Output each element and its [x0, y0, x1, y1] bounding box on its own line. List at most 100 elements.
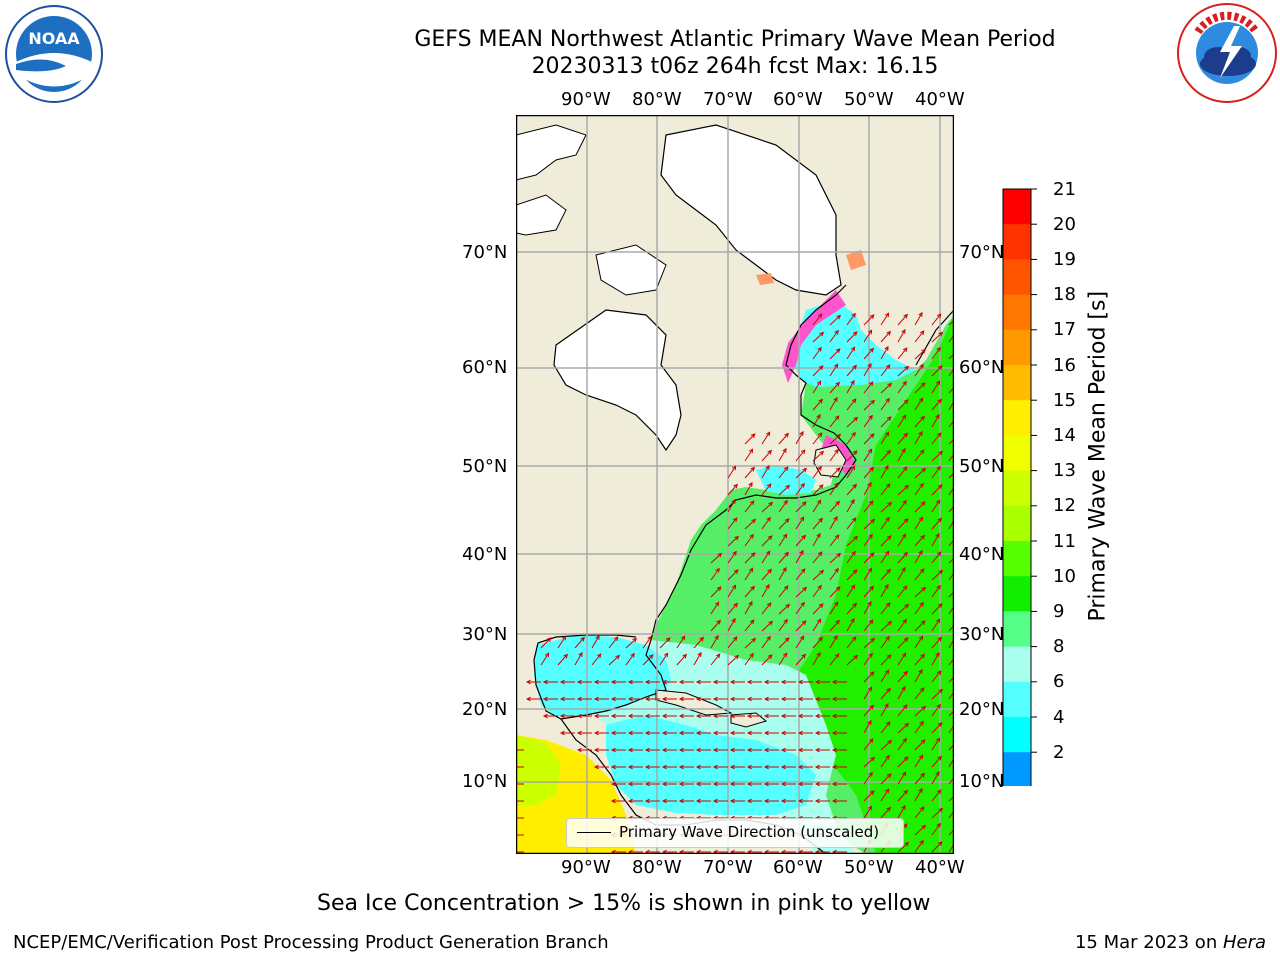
wave-arrow-head — [817, 313, 823, 319]
coastline-greenland — [915, 309, 954, 366]
wave-arrow-head — [714, 634, 719, 640]
wave-arrow — [931, 771, 940, 785]
wave-arrow — [846, 346, 856, 360]
wave-arrow — [880, 584, 889, 598]
wave-arrow-head — [765, 583, 770, 589]
colorbar-segment — [1003, 752, 1031, 786]
wave-arrow — [710, 653, 721, 666]
wave-arrow — [829, 449, 839, 462]
wave-arrow — [761, 465, 770, 479]
wave-arrow-head — [919, 601, 924, 607]
wave-arrow — [846, 584, 856, 598]
wave-arrow — [744, 567, 754, 581]
wave-arrow-head — [851, 431, 856, 437]
wave-arrow-head — [935, 651, 940, 657]
wave-arrow-head — [780, 781, 786, 787]
wave-arrow — [778, 619, 788, 632]
wave-arrow-head — [783, 585, 789, 591]
colorbar-tick-2: 2 — [1053, 742, 1065, 763]
lat-label-left-30n: 30°N — [462, 624, 508, 645]
wave-arrow-head — [935, 532, 940, 538]
wave-arrow-head — [746, 798, 752, 804]
wave-arrow — [608, 636, 619, 649]
wave-arrow — [863, 467, 874, 479]
wave-arrow-head — [733, 569, 739, 574]
wave-arrow — [931, 499, 941, 513]
wave-arrow-head — [835, 348, 841, 353]
wave-arrow-head — [596, 653, 602, 659]
wave-arrow-head — [819, 569, 825, 575]
wave-arrow-head — [593, 730, 599, 736]
wave-arrow-head — [797, 713, 803, 719]
wave-arrow — [812, 585, 822, 598]
wave-arrow-head — [525, 696, 531, 702]
wave-arrow — [795, 620, 807, 632]
wave-arrow — [863, 601, 872, 615]
wave-arrow — [846, 313, 856, 326]
wave-arrow-head — [833, 634, 838, 640]
wave-arrow-head — [665, 637, 671, 642]
wave-arrow — [863, 415, 873, 428]
wave-arrow-head — [852, 331, 858, 336]
wave-arrow — [829, 635, 838, 649]
wave-arrow — [778, 485, 790, 496]
wave-arrow — [880, 398, 890, 411]
wave-arrow-head — [852, 364, 857, 370]
wave-arrow — [778, 652, 788, 666]
wave-arrow-head — [712, 713, 718, 719]
wave-arrow-head — [902, 704, 908, 710]
wave-arrow-head — [853, 654, 859, 660]
wave-arrow-head — [559, 679, 565, 685]
wave-arrow — [880, 383, 892, 394]
wave-arrow-head — [750, 466, 755, 472]
wave-arrow — [863, 805, 873, 819]
wave-arrow — [761, 584, 770, 598]
wave-arrow-head — [648, 654, 654, 659]
wave-arrow — [863, 329, 873, 343]
wave-arrow-head — [936, 346, 941, 352]
wave-arrow-head — [627, 679, 633, 685]
wave-arrow-head — [766, 483, 772, 489]
wave-arrow-head — [802, 467, 808, 473]
wave-arrow-head — [763, 798, 769, 804]
lon-label-top-40w: 40°W — [915, 89, 965, 110]
wave-arrow — [812, 313, 823, 326]
wave-arrow — [931, 313, 942, 326]
wave-arrow-head — [697, 651, 702, 657]
wave-arrow — [897, 842, 909, 853]
wave-arrow — [863, 705, 874, 717]
wave-arrow-head — [869, 347, 874, 353]
wave-arrow — [727, 618, 736, 632]
wave-arrow — [880, 788, 890, 802]
wave-arrow-head — [936, 789, 942, 795]
wave-arrow-head — [901, 328, 906, 334]
graticule — [516, 115, 954, 854]
wave-arrow-head — [936, 465, 941, 471]
wave-arrow-head — [868, 619, 874, 625]
wave-arrow-head — [593, 696, 599, 702]
wave-arrow — [880, 688, 891, 700]
wave-arrow-head — [835, 586, 841, 591]
wave-arrow — [744, 619, 755, 632]
wave-arrow — [880, 312, 890, 326]
wave-arrow-head — [644, 747, 650, 753]
wave-arrow-head — [661, 713, 667, 719]
wave-arrow — [829, 348, 841, 360]
wave-arrow-head — [902, 347, 908, 353]
wave-arrow — [727, 499, 736, 513]
wave-arrow — [914, 706, 926, 717]
wave-arrow-head — [610, 781, 616, 787]
wave-arrow-head — [816, 618, 822, 624]
wave-arrow — [914, 382, 926, 394]
lon-label-top-80w: 80°W — [632, 89, 682, 110]
wave-arrow — [914, 587, 926, 598]
wave-arrow-head — [627, 696, 633, 702]
wave-arrow-head — [885, 721, 891, 727]
wave-arrow — [914, 483, 924, 496]
wave-arrow — [659, 652, 669, 666]
wave-arrow — [846, 536, 858, 547]
wave-arrow-head — [780, 730, 786, 736]
wave-arrow-head — [870, 637, 876, 643]
wave-arrow-head — [918, 635, 924, 641]
wave-arrow-head — [936, 584, 941, 590]
